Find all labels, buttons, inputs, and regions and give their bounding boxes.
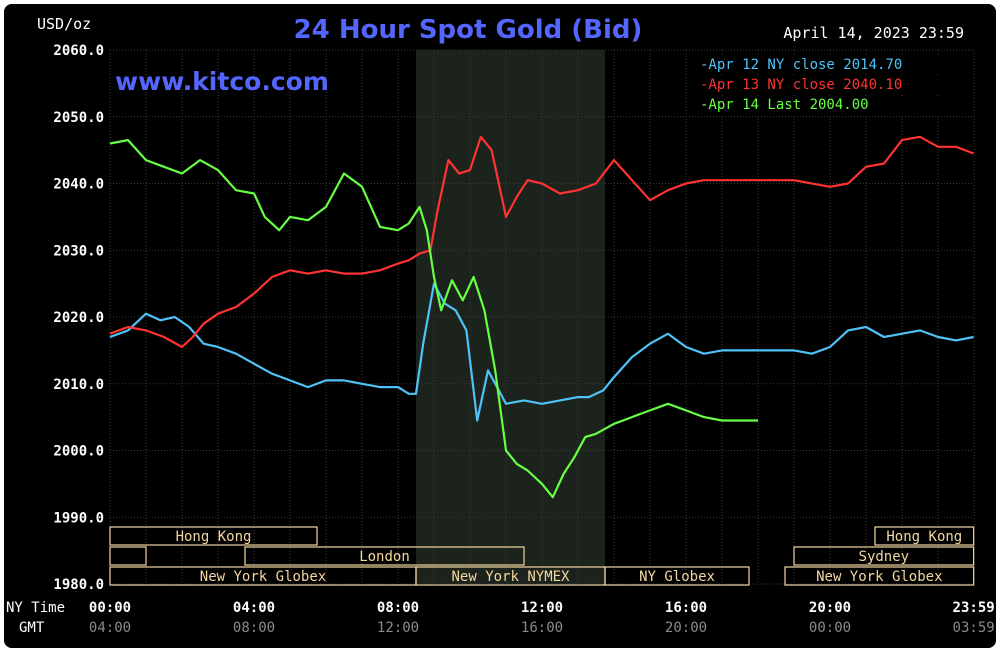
series-layer bbox=[109, 135, 974, 499]
market-box bbox=[874, 526, 975, 546]
market-label: London bbox=[359, 549, 410, 565]
unit-label: USD/oz bbox=[37, 15, 91, 33]
market-label: New York Globex bbox=[816, 569, 942, 585]
series-line-2 bbox=[109, 135, 974, 349]
ny-time-tick: 12:00 bbox=[521, 600, 563, 616]
grid-lines bbox=[109, 49, 975, 585]
y-tick-label: 2010.0 bbox=[53, 377, 104, 393]
y-tick-label: 2060.0 bbox=[53, 43, 104, 59]
legend-item: -Apr 13 NY close 2040.10 bbox=[700, 77, 902, 93]
nymex-highlight-band bbox=[416, 50, 605, 584]
gmt-tick: 16:00 bbox=[521, 620, 563, 636]
market-box bbox=[109, 526, 318, 546]
legend-item: -Apr 14 Last 2004.00 bbox=[700, 97, 869, 113]
market-box bbox=[784, 566, 975, 586]
y-tick-label: 1980.0 bbox=[53, 577, 104, 593]
gmt-label: GMT bbox=[19, 620, 45, 636]
market-box bbox=[604, 566, 750, 586]
gmt-tick: 04:00 bbox=[89, 620, 131, 636]
market-label: Hong Kong bbox=[886, 529, 962, 545]
market-box bbox=[109, 546, 147, 566]
ny-time-tick: 00:00 bbox=[89, 600, 131, 616]
timestamp: April 14, 2023 23:59 bbox=[783, 24, 964, 42]
x-axis-ticks: 00:00 04:00 08:00 12:00 16:00 20:00 23:59 04:00… bbox=[89, 600, 995, 636]
gmt-tick: 00:00 bbox=[809, 620, 851, 636]
ny-time-tick: 16:00 bbox=[665, 600, 707, 616]
gold-price-chart: Hong Kong Hong Kong London Sydney New York G… bbox=[4, 4, 996, 648]
market-label: New York Globex bbox=[200, 569, 326, 585]
series-line-3 bbox=[109, 139, 758, 499]
market-label: Hong Kong bbox=[176, 529, 252, 545]
market-label: NY Globex bbox=[639, 569, 715, 585]
legend: -Apr 12 NY close 2014.70 -Apr 13 NY close… bbox=[698, 56, 970, 114]
legend-item: -Apr 12 NY close 2014.70 bbox=[700, 57, 902, 73]
series-line-1 bbox=[109, 282, 974, 422]
market-label: Sydney bbox=[859, 549, 910, 565]
gmt-tick: 12:00 bbox=[377, 620, 419, 636]
y-tick-label: 2000.0 bbox=[53, 444, 104, 460]
market-box bbox=[793, 546, 975, 566]
ny-time-label: NY Time bbox=[6, 600, 65, 616]
gmt-tick: 03:59 bbox=[953, 620, 995, 636]
chart-title: 24 Hour Spot Gold (Bid) bbox=[294, 15, 643, 45]
market-box bbox=[244, 546, 525, 566]
market-label: New York NYMEX bbox=[451, 569, 570, 585]
legend-item-bg bbox=[698, 56, 970, 74]
legend-item-bg bbox=[698, 96, 970, 114]
y-tick-label: 2030.0 bbox=[53, 243, 104, 259]
ny-time-tick: 23:59 bbox=[953, 600, 995, 616]
y-axis-ticks: 1980.0 1990.0 2000.0 2010.0 2020.0 2030.0 2040… bbox=[53, 43, 104, 593]
y-tick-label: 1990.0 bbox=[53, 510, 104, 526]
market-sessions: Hong Kong Hong Kong London Sydney New York G… bbox=[109, 526, 975, 586]
y-tick-label: 2040.0 bbox=[53, 177, 104, 193]
ny-time-tick: 08:00 bbox=[377, 600, 419, 616]
watermark: www.kitco.com bbox=[115, 67, 329, 96]
legend-item-bg bbox=[698, 76, 970, 94]
chart-frame: Hong Kong Hong Kong London Sydney New York G… bbox=[4, 4, 996, 648]
gmt-tick: 08:00 bbox=[233, 620, 275, 636]
y-tick-label: 2050.0 bbox=[53, 110, 104, 126]
gmt-tick: 20:00 bbox=[665, 620, 707, 636]
ny-time-tick: 20:00 bbox=[809, 600, 851, 616]
ny-time-tick: 04:00 bbox=[233, 600, 275, 616]
y-tick-label: 2020.0 bbox=[53, 310, 104, 326]
